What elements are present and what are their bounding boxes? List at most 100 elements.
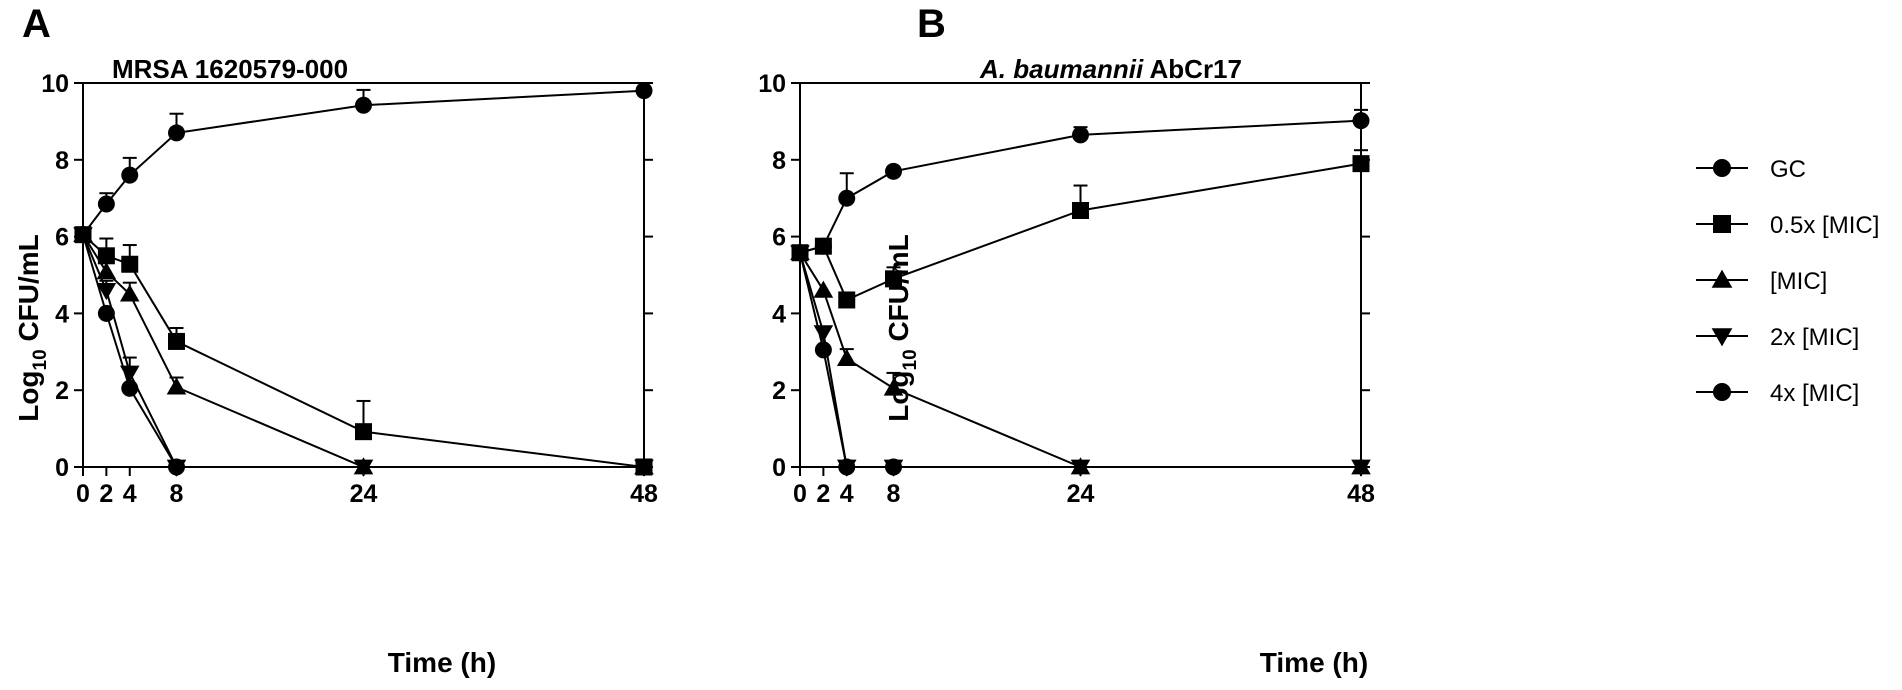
panel-a-data-point — [634, 459, 654, 477]
panel-a-y-tick-label: 4 — [55, 300, 69, 328]
panel-b-x-tick-label: 0 — [793, 480, 807, 508]
panel-a-data-point — [97, 195, 115, 213]
panel-b-series-3 — [790, 242, 1371, 475]
legend-label: 2x [MIC] — [1770, 324, 1859, 351]
panel-b-y-tick-label: 8 — [772, 147, 786, 175]
panel-b-data-point — [1072, 126, 1089, 144]
panel-b-data-point — [836, 348, 857, 367]
panel-a-y-tick-label: 8 — [55, 147, 69, 175]
panel-a-data-point — [97, 247, 115, 265]
legend-entry: 0.5x [MIC] — [1696, 212, 1879, 239]
panel-b-y-axis-title: Log10 CFU/mL — [883, 234, 921, 422]
panel-a-data-point — [74, 226, 92, 244]
panel-a-data-point — [168, 332, 185, 350]
panel-b-y-tick-label: 6 — [772, 224, 786, 252]
panel-a-y-axis-title-main: Log — [13, 370, 44, 421]
panel-a-data-point — [168, 124, 185, 142]
legend-marker — [1711, 328, 1733, 347]
panel-a-data-point — [97, 304, 115, 322]
panel-b-data-point — [885, 458, 902, 476]
panel-a-data-point — [166, 377, 187, 395]
panel-b-y-tick-label: 2 — [772, 377, 786, 405]
panel-a-y-tick-label: 0 — [55, 454, 69, 482]
panel-b-x-axis-title: Time (h) — [1260, 647, 1368, 678]
panel-b-y-tick-label: 10 — [758, 70, 786, 98]
panel-b-x-tick-label: 8 — [887, 480, 901, 508]
panel-b-y-axis-title-rest: CFU/mL — [883, 234, 914, 349]
panel-b-x-tick-label: 24 — [1067, 480, 1095, 508]
panel-a-data-point — [355, 423, 372, 441]
panel-b-x-tick-label: 4 — [840, 480, 854, 508]
panel-b-x-tick-label: 2 — [816, 480, 830, 508]
panel-b-data-point — [1352, 155, 1370, 173]
panel-b-data-point — [814, 237, 832, 255]
legend-label: 0.5x [MIC] — [1770, 212, 1879, 239]
legend-marker — [1711, 269, 1733, 288]
panel-b-series-line — [799, 252, 894, 468]
legend-marker — [1713, 159, 1731, 177]
panel-a-data-point — [121, 255, 139, 273]
panel-a-x-tick-label: 4 — [123, 480, 137, 508]
panel-a-y-tick-label: 2 — [55, 377, 69, 405]
panel-label-a: A — [22, 2, 51, 46]
panel-a-x-tick-label: 24 — [350, 480, 378, 508]
panel-b-y-tick-label: 4 — [772, 300, 786, 328]
panel-b-data-point — [813, 280, 834, 298]
panel-a-data-point — [355, 96, 372, 114]
panel-b-data-point — [1352, 112, 1370, 130]
panel-a-data-point — [121, 166, 139, 184]
panel-b-data-point — [885, 162, 902, 180]
panel-a-x-axis-title: Time (h) — [388, 647, 496, 678]
panel-a-y-tick-label: 10 — [41, 70, 69, 98]
panel-b-data-point — [1072, 201, 1089, 219]
panel-a-data-point — [121, 379, 139, 397]
panel-b-data-point — [1351, 459, 1371, 477]
panel-a-y-axis-title-sub: 10 — [30, 349, 51, 370]
panel-b-data-point — [814, 341, 832, 359]
panel-b-data-point — [838, 291, 856, 309]
panel-a-series-1 — [74, 82, 653, 244]
panel-a-data-point — [119, 284, 140, 302]
panel-a-data-point — [353, 459, 374, 477]
legend-entry: 4x [MIC] — [1696, 380, 1859, 407]
panel-a-data-point — [96, 283, 117, 301]
panel-b-data-point — [883, 378, 904, 396]
panel-b-series-4 — [790, 245, 1371, 477]
legend-label: 4x [MIC] — [1770, 380, 1859, 407]
panel-b-title: A. baumannii AbCr17 — [979, 54, 1242, 84]
panel-a-x-tick-label: 48 — [630, 480, 658, 508]
panel-a-data-point — [168, 458, 185, 476]
panel-b-title-rest: AbCr17 — [1143, 54, 1242, 84]
panel-a-x-tick-label: 2 — [99, 480, 113, 508]
panel-b-series-2 — [791, 149, 1370, 309]
legend-label: [MIC] — [1770, 268, 1827, 295]
panel-a-y-axis-title-rest: CFU/mL — [13, 234, 44, 349]
panel-b-series-5 — [791, 244, 902, 476]
legend-entry: 2x [MIC] — [1696, 324, 1859, 351]
panel-b-data-point — [1070, 459, 1091, 477]
panel-a-x-tick-label: 8 — [170, 480, 184, 508]
legend-marker — [1713, 383, 1731, 401]
panel-b-x-tick-label: 48 — [1347, 480, 1375, 508]
panel-b-y-axis-title-sub: 10 — [900, 349, 921, 370]
panel-a-y-tick-label: 6 — [55, 224, 69, 252]
panel-b-data-point — [838, 189, 856, 207]
panel-b-y-tick-label: 0 — [772, 454, 786, 482]
legend: GC 0.5x [MIC] [MIC] 2x [MIC] 4x [MIC] — [1696, 156, 1879, 407]
panel-a-y-axis-title: Log10 CFU/mL — [13, 234, 51, 422]
panel-b-data-point — [885, 270, 902, 288]
panel-a-data-point — [96, 262, 117, 280]
panel-b-data-point — [791, 244, 809, 262]
legend-entry: [MIC] — [1696, 268, 1827, 295]
panel-b-data-point — [838, 458, 856, 476]
panel-b-title-italic: A. baumannii — [979, 54, 1144, 84]
panel-b-y-axis-title-main: Log — [883, 370, 914, 421]
panel-b-data-point — [813, 325, 834, 343]
panel-a-series-5 — [74, 226, 185, 476]
panel-a-data-point — [635, 82, 653, 100]
legend-entry: GC — [1696, 156, 1806, 183]
